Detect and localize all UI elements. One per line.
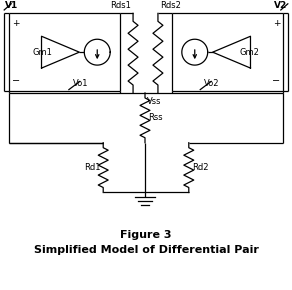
Text: V2: V2 (274, 1, 287, 10)
Text: Gm1: Gm1 (33, 48, 53, 57)
Text: Vo1: Vo1 (73, 79, 88, 88)
Text: Simplified Model of Differential Pair: Simplified Model of Differential Pair (34, 245, 258, 255)
Text: −: − (12, 76, 20, 86)
Text: +: + (273, 19, 280, 28)
Text: Rds2: Rds2 (160, 1, 181, 10)
Text: Rd1: Rd1 (84, 163, 100, 172)
Text: Rd2: Rd2 (192, 163, 208, 172)
Text: Vo2: Vo2 (204, 79, 219, 88)
Text: Rds1: Rds1 (110, 1, 131, 10)
Text: +: + (12, 19, 19, 28)
Text: Vss: Vss (147, 97, 161, 106)
Text: V1: V1 (5, 1, 18, 10)
Text: Gm2: Gm2 (239, 48, 259, 57)
Text: Rss: Rss (148, 113, 163, 122)
Text: −: − (272, 76, 280, 86)
Text: Figure 3: Figure 3 (120, 230, 172, 240)
